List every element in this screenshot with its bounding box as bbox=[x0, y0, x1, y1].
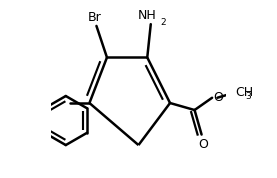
Text: O: O bbox=[214, 91, 223, 104]
Text: 2: 2 bbox=[160, 18, 166, 27]
Text: Br: Br bbox=[88, 11, 102, 24]
Text: 3: 3 bbox=[245, 91, 251, 101]
Text: CH: CH bbox=[236, 86, 254, 99]
Text: NH: NH bbox=[138, 9, 157, 22]
Text: O: O bbox=[198, 138, 208, 151]
